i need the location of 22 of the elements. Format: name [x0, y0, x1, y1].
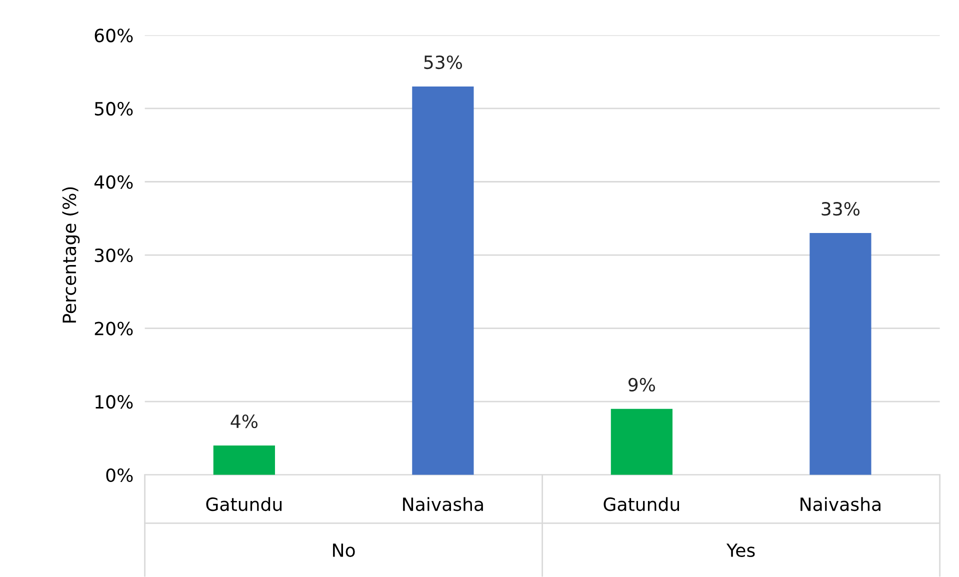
y-tick-label: 50% [94, 102, 133, 116]
bar [213, 446, 275, 475]
y-tick-label: 20% [94, 322, 133, 336]
bar [810, 233, 872, 475]
data-label: 9% [628, 378, 656, 392]
y-tick-label: 60% [94, 28, 133, 42]
data-label: 33% [822, 202, 860, 216]
y-tick-label: 0% [106, 468, 133, 482]
text: No [333, 544, 355, 558]
x-tick-label: Naivasha [800, 497, 880, 512]
y-tick-label: 30% [94, 248, 133, 262]
bar [412, 86, 474, 475]
x-tick-label: Naivasha [403, 497, 483, 512]
text: Yes [726, 544, 755, 558]
data-label: 4% [230, 414, 258, 428]
bar [610, 408, 672, 475]
x-tick-label: Gatundu [604, 497, 680, 512]
y-tick-label: 40% [94, 175, 133, 189]
y-axis-title: Percentage (%) [62, 187, 80, 323]
x-tick-label: Gatundu [206, 497, 282, 512]
y-tick-label: 10% [96, 395, 133, 409]
data-label: 53% [424, 55, 462, 70]
